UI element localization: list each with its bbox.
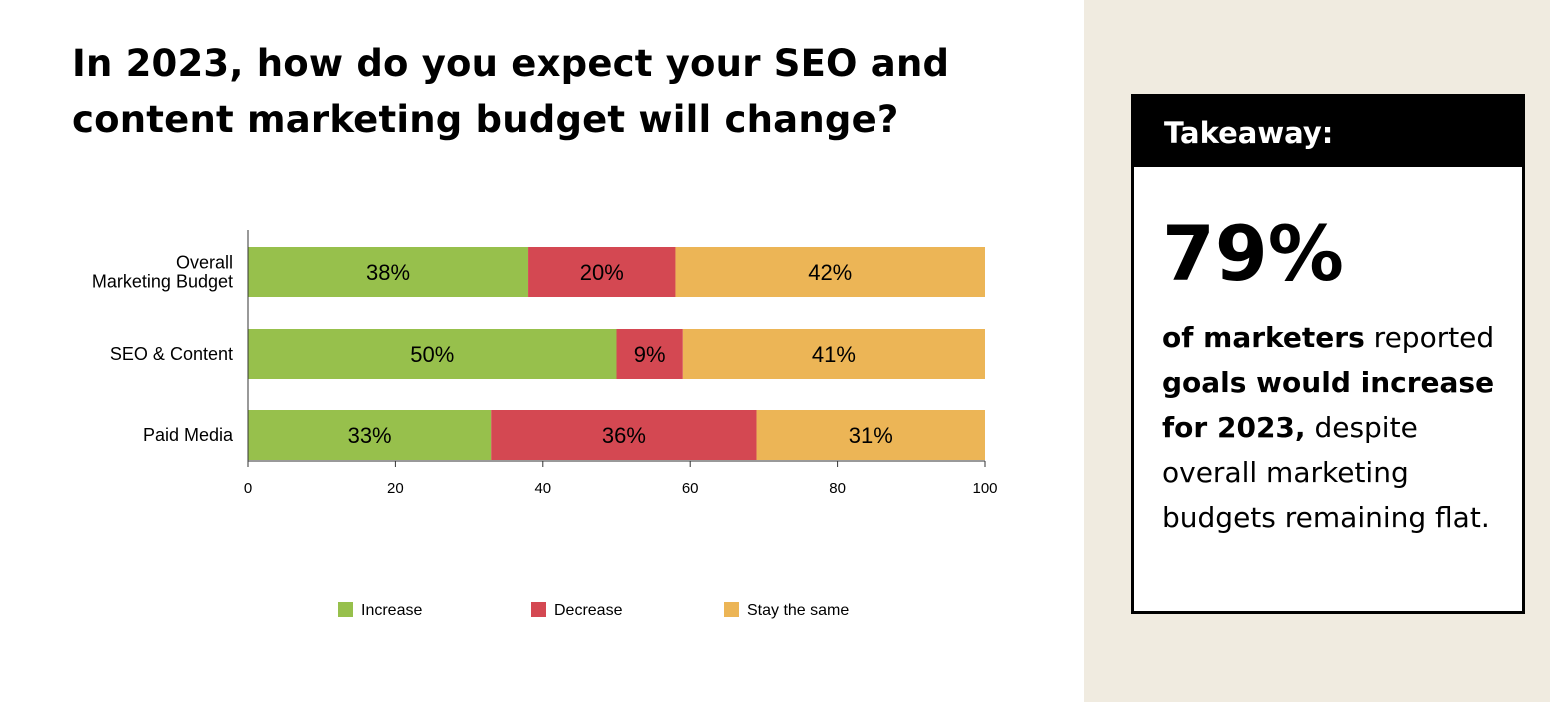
- takeaway-text-part: despite overall marketing budgets remain…: [1162, 411, 1490, 534]
- title-line-2: content marketing budget will change?: [72, 98, 899, 141]
- takeaway-text-part: of marketers: [1162, 321, 1365, 354]
- bar-segment: [682, 329, 985, 379]
- legend-swatch: [531, 602, 546, 617]
- legend-swatch: [724, 602, 739, 617]
- category-label: Marketing Budget: [92, 272, 233, 292]
- legend-swatch: [338, 602, 353, 617]
- x-tick-label: 20: [387, 480, 404, 497]
- category-label: SEO & Content: [110, 344, 233, 364]
- bar-value-label: 42%: [808, 260, 852, 285]
- takeaway-header: Takeaway:: [1134, 97, 1522, 167]
- category-label: Overall: [176, 253, 233, 273]
- bar-segment: [528, 247, 676, 297]
- bar-segment: [756, 410, 985, 460]
- bar-value-label: 50%: [410, 342, 454, 367]
- x-tick-label: 0: [244, 480, 252, 497]
- bar-value-label: 36%: [602, 423, 646, 448]
- bar-value-label: 38%: [366, 260, 410, 285]
- bar-value-label: 9%: [634, 342, 666, 367]
- bar-segment: [248, 329, 617, 379]
- bar-value-label: 31%: [849, 423, 893, 448]
- page-title: In 2023, how do you expect your SEO and …: [72, 36, 972, 148]
- x-tick-label: 40: [534, 480, 551, 497]
- legend-label: Stay the same: [747, 602, 849, 619]
- bar-segment: [248, 410, 492, 460]
- bar-segment: [248, 247, 529, 297]
- legend-label: Decrease: [554, 602, 623, 619]
- bar-segment: [675, 247, 985, 297]
- legend-label: Increase: [361, 602, 422, 619]
- x-tick-label: 60: [682, 480, 699, 497]
- takeaway-text-part: reported: [1364, 321, 1495, 354]
- bar-segment: [616, 329, 683, 379]
- x-tick-label: 80: [829, 480, 846, 497]
- takeaway-stat: 79%: [1162, 209, 1344, 298]
- title-line-1: In 2023, how do you expect your SEO and: [72, 42, 950, 85]
- bar-value-label: 20%: [580, 260, 624, 285]
- takeaway-card: Takeaway: 79% of marketers reported goal…: [1131, 94, 1525, 614]
- bar-value-label: 41%: [812, 342, 856, 367]
- takeaway-panel: Takeaway: 79% of marketers reported goal…: [1084, 0, 1550, 702]
- x-tick-label: 100: [972, 480, 997, 497]
- category-label: Paid Media: [143, 425, 234, 445]
- bar-value-label: 33%: [348, 423, 392, 448]
- takeaway-text-part: goals would increase for 2023,: [1162, 366, 1495, 444]
- bar-segment: [491, 410, 757, 460]
- takeaway-text: of marketers reported goals would increa…: [1162, 315, 1512, 540]
